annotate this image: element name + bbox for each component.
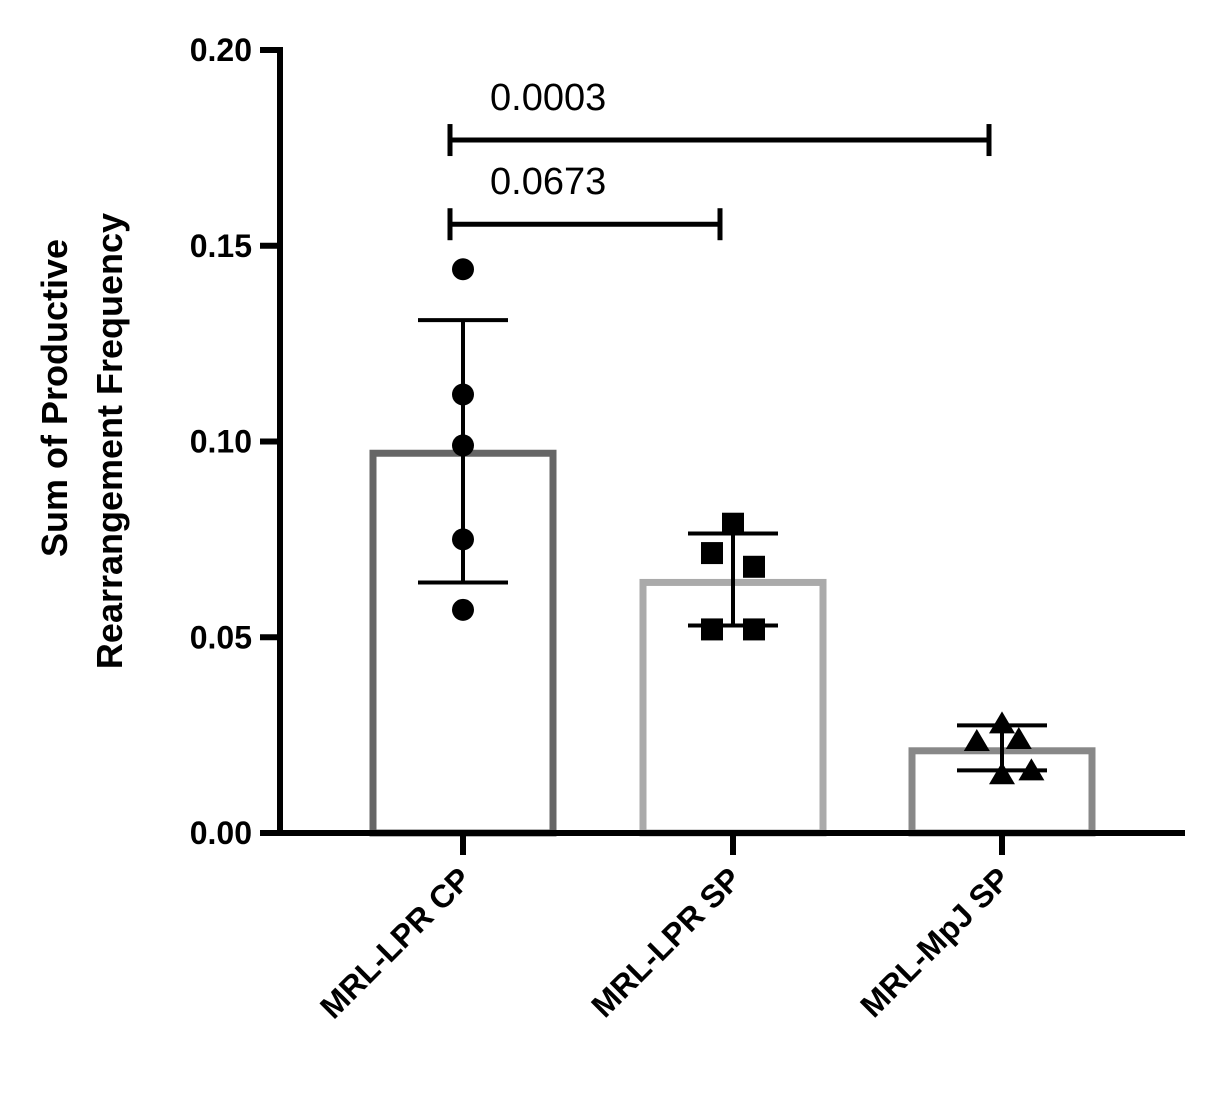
x-category-label-3: MRL-MpJ SP — [853, 860, 1017, 1024]
axes-group: 0.00 0.05 0.10 0.15 0.20 MRL-LPR CP MRL-LPR SP… — [190, 32, 1185, 1025]
data-point-2-2 — [701, 542, 723, 565]
p-value-label-1: 0.0003 — [490, 77, 606, 119]
data-point-1-4 — [452, 528, 474, 551]
y-tick-label-2: 0.05 — [190, 619, 252, 655]
bars-group — [369, 449, 1096, 837]
x-category-label-1: MRL-LPR CP — [313, 860, 478, 1025]
y-tick-label-5: 0.20 — [190, 32, 252, 68]
data-point-1-2 — [452, 383, 474, 406]
data-point-2-3 — [743, 555, 765, 578]
data-point-1-5 — [452, 598, 474, 621]
data-point-2-5 — [743, 618, 765, 641]
data-point-1-1 — [452, 258, 474, 281]
x-category-label-2: MRL-LPR SP — [584, 860, 748, 1024]
data-point-3-3 — [1005, 727, 1032, 750]
p-value-label-2: 0.0673 — [490, 161, 606, 203]
data-point-3-5 — [1018, 758, 1045, 781]
y-tick-label-3: 0.10 — [190, 424, 252, 460]
y-axis-title: Sum of Productive Rearrangement Frequenc… — [34, 213, 130, 669]
data-point-3-1 — [989, 711, 1015, 734]
y-tick-label-1: 0.00 — [190, 815, 252, 851]
data-point-1-3 — [452, 434, 474, 457]
data-point-3-2 — [963, 728, 990, 751]
data-point-2-1 — [722, 512, 744, 535]
significance-brackets-group: 0.0003 0.0673 — [447, 77, 992, 241]
data-point-2-4 — [701, 618, 723, 641]
y-axis-title-line-2: Rearrangement Frequency — [89, 213, 130, 669]
y-tick-label-4: 0.15 — [190, 228, 252, 264]
data-points-group — [452, 258, 1045, 785]
data-point-3-4 — [989, 762, 1015, 785]
y-axis-title-line-1: Sum of Productive — [34, 239, 75, 557]
